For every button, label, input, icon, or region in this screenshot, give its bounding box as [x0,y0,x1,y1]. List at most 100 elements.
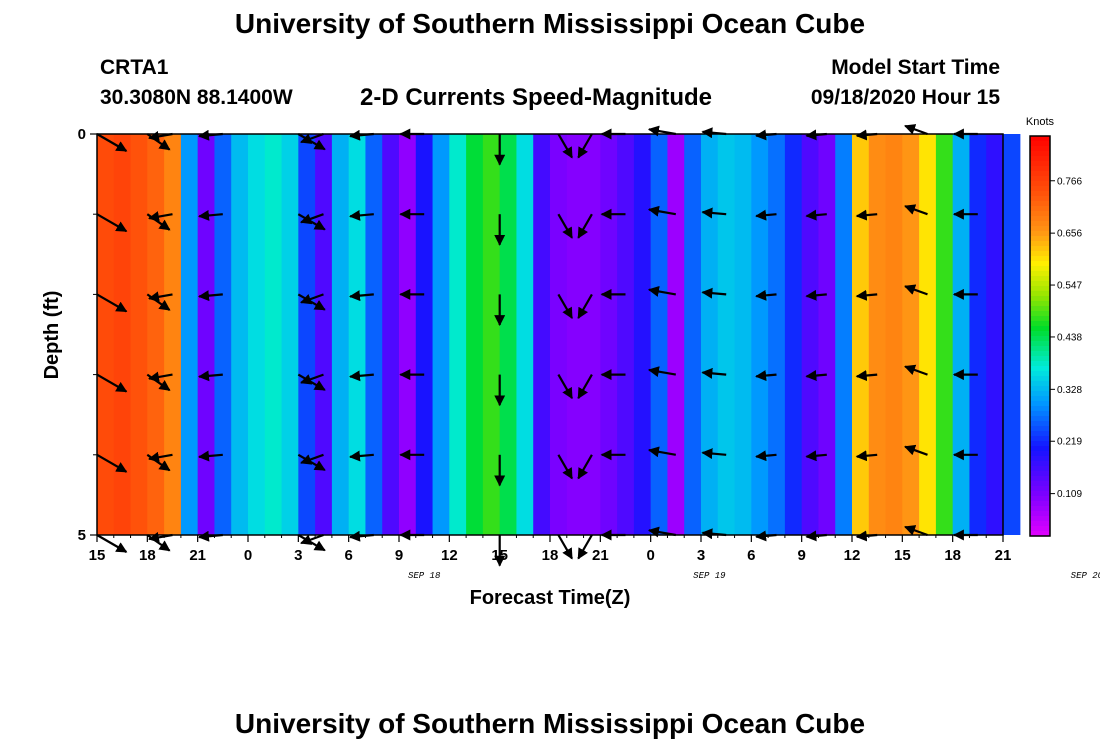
colorbar-segment [1030,431,1050,437]
current-vector [577,213,593,239]
x-axis: 15 18 21 0 3 6 9 12 15 18 21 0 3 6 9 12 15 18 21 SEP 18 SEP … [89,535,1100,581]
x-tick-label: 18 [139,547,156,564]
heatmap-cell [935,134,954,535]
heatmap-cell [919,134,937,535]
heatmap-cell [331,134,350,535]
current-vector [148,291,173,303]
colorbar-tick-label: 0.766 [1057,176,1082,187]
x-axis-label: Forecast Time(Z) [470,587,631,609]
current-vector [855,209,878,221]
colorbar-tick-label: 0.219 [1057,437,1082,448]
colorbar-segment [1030,386,1050,392]
current-vector [300,213,324,225]
heatmap-cell [466,134,484,535]
colorbar-segment [1030,216,1050,222]
heatmap-cell [449,134,467,535]
current-vector [904,444,928,456]
colorbar-tick-label: 0.109 [1057,489,1082,500]
colorbar-segment [1030,501,1050,507]
heatmap-cell [315,134,333,535]
colorbar-segment [1030,496,1050,502]
heatmap-cell [231,134,249,535]
heatmap-cell [264,134,283,535]
colorbar-segment [1030,531,1050,537]
colorbar-segment [1030,331,1050,337]
current-vector [300,453,324,465]
colorbar-segment [1030,201,1050,207]
current-vector [805,289,827,301]
y-axis: 05 [78,126,97,544]
x-tick-label: 9 [395,547,403,564]
x-tick-label: 15 [491,547,508,564]
x-tick-label: 18 [944,547,961,564]
colorbar-segment [1030,246,1050,252]
colorbar-segment [1030,376,1050,382]
heatmap-cell [583,134,601,535]
colorbar-segment [1030,471,1050,477]
current-vector [701,448,727,460]
current-vector [300,533,324,545]
plot-title: 2-D Currents Speed-Magnitude [360,84,713,111]
colorbar-segment [1030,256,1050,262]
heatmap-cell [533,134,551,535]
current-vector [148,371,173,383]
heatmap-cell [768,134,786,535]
heatmap-cell [482,134,501,535]
colorbar-segment [1030,436,1050,442]
colorbar-tick-label: 0.438 [1057,332,1082,343]
current-vector [805,209,827,221]
colorbar-segment [1030,231,1050,237]
heatmap-cell [986,134,1004,535]
colorbar-segment [1030,426,1050,432]
current-vector [349,370,374,382]
colorbar-segment [1030,281,1050,287]
colorbar-segment [1030,401,1050,407]
heatmap-cell [801,134,820,535]
heatmap-cell [113,134,132,535]
current-vector [701,367,727,379]
colorbar-segment [1030,146,1050,152]
colorbar-segment [1030,136,1050,142]
current-vector [855,370,878,382]
colorbar-tick-label: 0.656 [1057,229,1082,240]
current-vector [805,450,827,462]
current-vector [96,453,128,473]
colorbar-segment [1030,291,1050,297]
colorbar-segment [1030,406,1050,412]
colorbar-segment [1030,161,1050,167]
x-tick-label: 3 [294,547,302,564]
colorbar-segment [1030,346,1050,352]
current-vector [904,284,928,296]
x-tick-label: 9 [797,547,805,564]
station-location: 30.3080N 88.1400W [100,86,293,109]
current-vector [300,132,324,144]
current-vector [647,446,676,458]
colorbar-segment [1030,326,1050,332]
heatmap-cell [1003,134,1021,535]
colorbar-segment [1030,486,1050,492]
current-vector [701,287,727,299]
current-vector [198,450,223,462]
colorbar-segment [1030,351,1050,357]
current-vector [148,211,173,223]
current-vector [557,293,573,319]
colorbar-label: Knots [1026,116,1055,128]
x-tick-label: 6 [747,547,755,564]
current-vector [904,124,928,136]
station-id: CRTA1 [100,56,169,79]
colorbar-segment [1030,336,1050,342]
current-vector [647,125,676,137]
heatmap-cell [382,134,400,535]
heatmap-cell [667,134,685,535]
colorbar-segment [1030,521,1050,527]
colorbar-segment [1030,451,1050,457]
colorbar-segment [1030,416,1050,422]
colorbar-segment [1030,181,1050,187]
colorbar-segment [1030,266,1050,272]
colorbar-tick-label: 0.328 [1057,385,1082,396]
current-vector [557,534,573,560]
current-vector [904,204,928,216]
current-vector [647,285,676,297]
colorbar-segment [1030,156,1050,162]
